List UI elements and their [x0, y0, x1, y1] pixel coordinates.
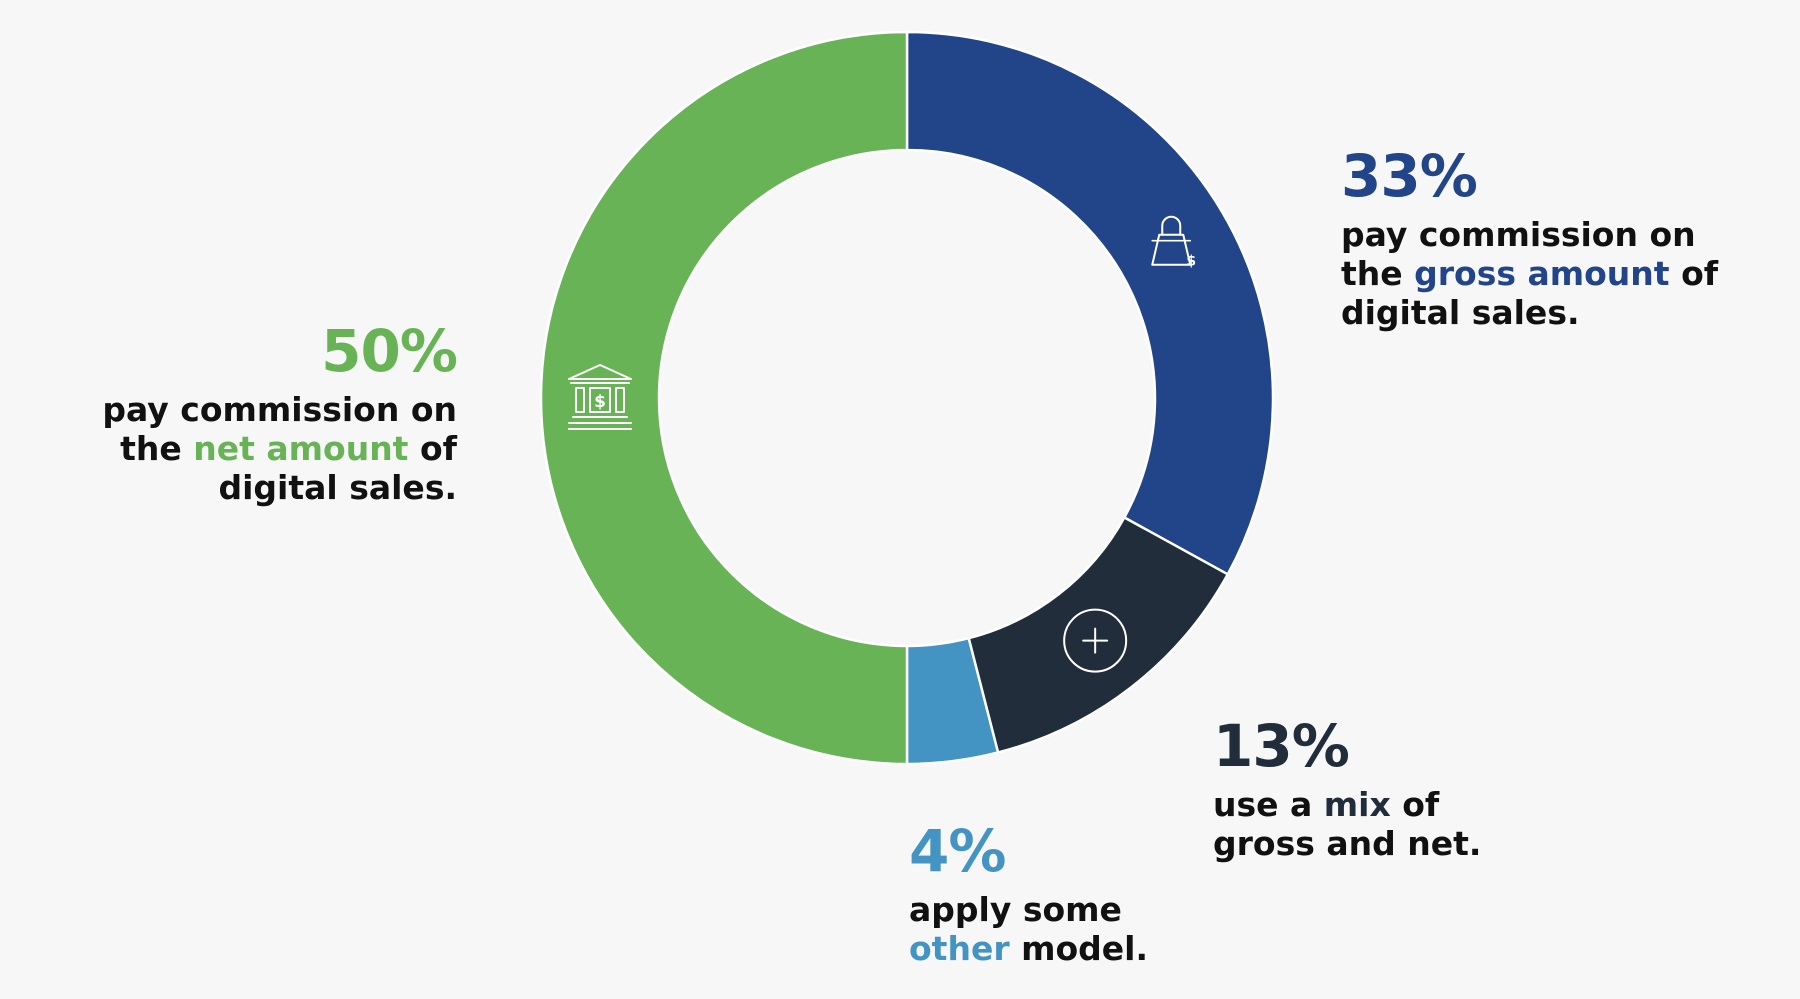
desc-line: the net amount of — [102, 429, 457, 468]
desc-line: gross and net. — [1213, 824, 1482, 863]
desc-line: pay commission on — [1341, 215, 1696, 254]
desc-text: of — [1669, 254, 1719, 293]
desc-text: model. — [1009, 929, 1149, 968]
description-net: pay commission on the net amount of digi… — [102, 390, 457, 507]
slice-icons: $$ — [568, 215, 1196, 673]
highlight-other: other — [909, 929, 1010, 968]
description-gross: pay commission on the gross amount of di… — [1341, 215, 1718, 332]
desc-line: the gross amount of — [1341, 254, 1718, 293]
description-other: apply some other model. — [909, 890, 1148, 968]
description-mix: use a mix of gross and net. — [1213, 785, 1481, 863]
callout-net: 50% pay commission on the net amount of … — [102, 317, 458, 507]
bank-dollar-icon: $ — [568, 364, 632, 430]
callout-other: 4% apply some other model. — [909, 822, 1148, 968]
shopping-bag-dollar-icon: $ — [1151, 215, 1196, 270]
desc-line: use a mix of — [1213, 785, 1481, 824]
percent-gross: 33% — [1341, 142, 1478, 210]
percent-mix: 13% — [1213, 712, 1350, 780]
callout-mix: 13% use a mix of gross and net. — [1213, 717, 1481, 863]
slice-net — [539, 30, 909, 766]
svg-text:$: $ — [1186, 254, 1196, 270]
desc-line: other model. — [909, 929, 1148, 968]
desc-text: the — [120, 429, 194, 468]
desc-line: pay commission on — [102, 390, 457, 429]
desc-line: digital sales. — [218, 468, 458, 507]
slice-gross — [905, 30, 1275, 577]
percent-net: 50% — [321, 317, 458, 385]
desc-text: use a — [1213, 785, 1324, 824]
highlight-gross: gross amount — [1414, 254, 1670, 293]
desc-text: of — [1390, 785, 1440, 824]
donut-slices — [539, 30, 1275, 766]
plus-circle-icon — [1063, 608, 1128, 673]
highlight-mix: mix — [1323, 785, 1391, 824]
desc-text: of — [408, 429, 457, 468]
desc-line: apply some — [909, 890, 1122, 929]
percent-other: 4% — [909, 817, 1006, 885]
callout-gross: 33% pay commission on the gross amount o… — [1341, 147, 1718, 332]
desc-line: digital sales. — [1341, 293, 1580, 332]
desc-text: the — [1341, 254, 1415, 293]
svg-text:$: $ — [594, 392, 606, 412]
slice-mix — [967, 515, 1230, 755]
highlight-net: net amount — [193, 429, 409, 468]
